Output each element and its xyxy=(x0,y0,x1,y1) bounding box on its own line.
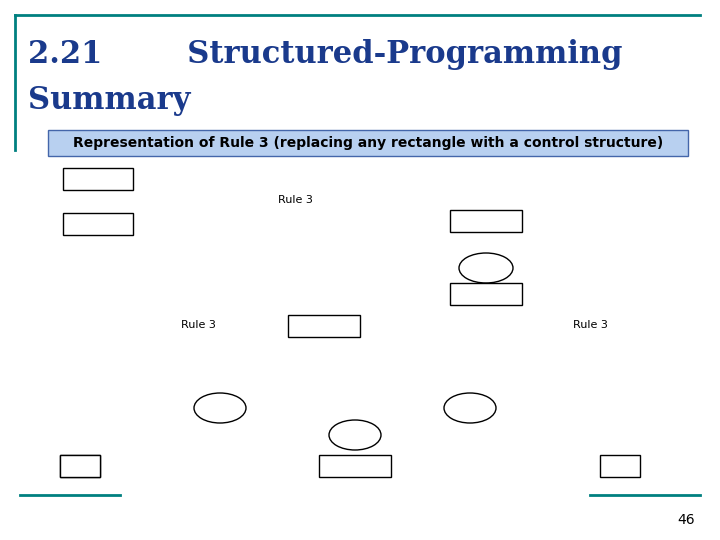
Ellipse shape xyxy=(444,393,496,423)
Bar xyxy=(319,455,391,477)
Bar xyxy=(288,315,360,337)
Text: 46: 46 xyxy=(678,513,695,527)
Bar xyxy=(450,210,522,232)
Text: 2.21        Structured-Programming: 2.21 Structured-Programming xyxy=(28,39,623,71)
Ellipse shape xyxy=(194,393,246,423)
Text: Rule 3: Rule 3 xyxy=(278,195,312,205)
Bar xyxy=(63,168,133,190)
Text: Rule 3: Rule 3 xyxy=(572,320,608,330)
Text: Representation of Rule 3 (replacing any rectangle with a control structure): Representation of Rule 3 (replacing any … xyxy=(73,136,663,150)
Bar xyxy=(60,455,100,477)
Bar xyxy=(450,283,522,305)
Bar xyxy=(600,455,640,477)
Ellipse shape xyxy=(459,253,513,283)
Text: Summary: Summary xyxy=(28,84,190,116)
Ellipse shape xyxy=(329,420,381,450)
Text: Rule 3: Rule 3 xyxy=(181,320,215,330)
Bar xyxy=(48,130,688,156)
Bar xyxy=(60,455,100,477)
Bar xyxy=(63,213,133,235)
